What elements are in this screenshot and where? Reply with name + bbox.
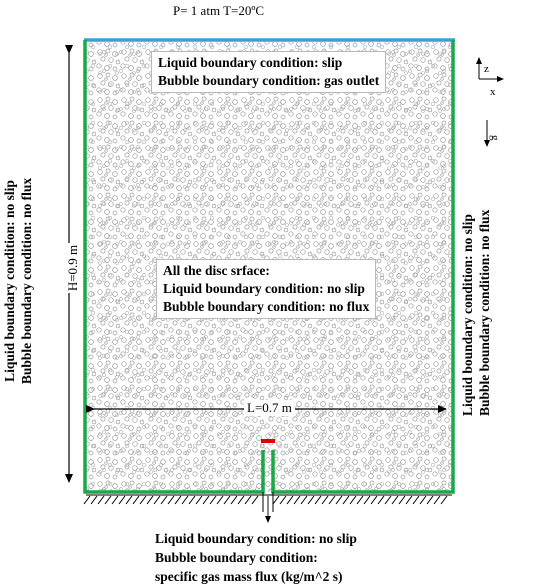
hatch-tick (125, 495, 133, 505)
disc-surface-box: All the disc srface: Liquid boundary con… (156, 259, 377, 319)
gravity-label: g (489, 135, 501, 141)
hatch-tick (174, 495, 182, 505)
hatch-tick (244, 495, 252, 505)
hatch-tick (202, 495, 210, 505)
hatch-tick (223, 495, 231, 505)
width-label: L=0.7 m (244, 400, 295, 416)
right-wall-bubble-condition: Bubble boundary condition: no flux (477, 209, 492, 416)
hatch-tick (398, 495, 406, 505)
hatch-tick (426, 495, 434, 505)
z-axis-label: z (484, 63, 489, 75)
hatch-tick (139, 495, 147, 505)
hatch-tick (111, 495, 119, 505)
hatch-tick (440, 495, 448, 505)
hatch-tick (300, 495, 308, 505)
ground-hatching (83, 495, 448, 505)
bottom-gas-flux: specific gas mass flux (kg/m^2 s) (155, 569, 343, 584)
hatch-tick (160, 495, 168, 505)
gas-inlet-marker (261, 439, 275, 443)
x-axis-label: x (490, 86, 496, 98)
hatch-tick (195, 495, 203, 505)
hatch-tick (272, 495, 280, 505)
hatch-tick (104, 495, 112, 505)
hatch-tick (370, 495, 378, 505)
hatch-tick (293, 495, 301, 505)
hatch-tick (153, 495, 161, 505)
left-wall-conditions: Liquid boundary condition: no slip Bubbl… (1, 151, 35, 411)
hatch-tick (405, 495, 413, 505)
hatch-tick (377, 495, 385, 505)
hatch-tick (97, 495, 105, 505)
hatch-tick (391, 495, 399, 505)
hatch-tick (286, 495, 294, 505)
top-boundary-box: Liquid boundary condition: slip Bubble b… (151, 51, 387, 93)
hatch-tick (251, 495, 259, 505)
bottom-inlet-conditions: Liquid boundary condition: no slip Bubbl… (155, 529, 357, 586)
hatch-tick (83, 495, 91, 505)
right-wall-liquid-condition: Liquid boundary condition: no slip (460, 214, 475, 416)
hatch-tick (237, 495, 245, 505)
pressure-temperature-label: P= 1 atm T=20ºC (173, 3, 265, 18)
bottom-liquid-condition: Liquid boundary condition: no slip (155, 531, 357, 546)
hatch-tick (412, 495, 420, 505)
left-wall-liquid-condition: Liquid boundary condition: no slip (2, 180, 17, 382)
hatch-tick (146, 495, 154, 505)
bottom-bubble-condition: Bubble boundary condition: (155, 550, 318, 565)
column-walls-right (271, 40, 455, 494)
column-walls (83, 40, 265, 494)
hatch-tick (216, 495, 224, 505)
hatch-tick (188, 495, 196, 505)
hatch-tick (342, 495, 350, 505)
hatch-tick (90, 495, 98, 505)
hatch-tick (314, 495, 322, 505)
hatch-tick (209, 495, 217, 505)
top-bubble-condition: Bubble boundary condition: gas outlet (158, 73, 380, 88)
hatch-tick (356, 495, 364, 505)
disc-surface-title: All the disc srface: (163, 263, 270, 278)
disc-bubble-condition: Bubble boundary condition: no flux (163, 299, 370, 314)
hatch-tick (181, 495, 189, 505)
hatch-tick (167, 495, 175, 505)
height-label: H=0.9 m (65, 243, 81, 293)
hatch-tick (328, 495, 336, 505)
hatch-tick (433, 495, 441, 505)
left-wall-bubble-condition: Bubble boundary condition: no flux (19, 177, 34, 385)
hatch-tick (384, 495, 392, 505)
hatch-tick (118, 495, 126, 505)
hatch-tick (419, 495, 427, 505)
disc-liquid-condition: Liquid boundary condition: no slip (163, 281, 365, 296)
hatch-tick (132, 495, 140, 505)
hatch-tick (363, 495, 371, 505)
hatch-tick (279, 495, 287, 505)
hatch-tick (307, 495, 315, 505)
top-liquid-condition: Liquid boundary condition: slip (158, 55, 343, 70)
right-wall-conditions: Liquid boundary condition: no slip Bubbl… (459, 196, 511, 416)
hatch-tick (335, 495, 343, 505)
hatch-tick (230, 495, 238, 505)
hatch-tick (321, 495, 329, 505)
hatch-tick (349, 495, 357, 505)
